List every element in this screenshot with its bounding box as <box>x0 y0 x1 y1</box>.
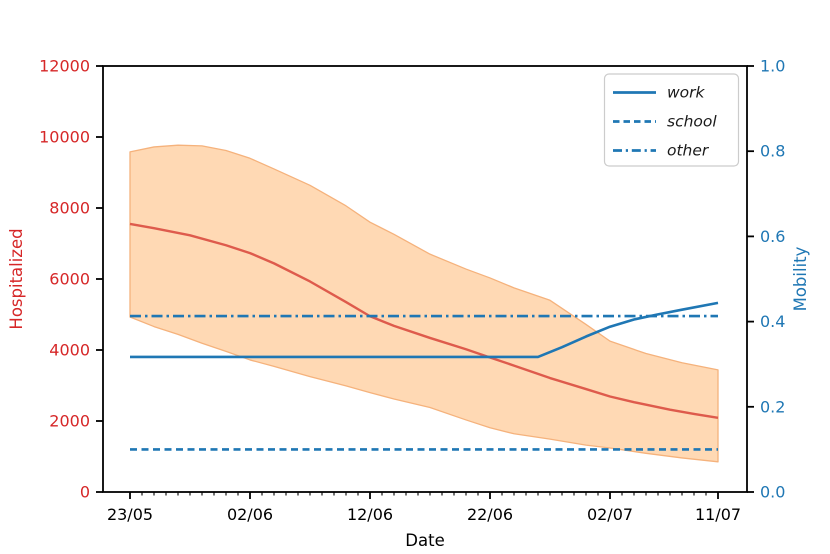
x-tick-label: 12/06 <box>347 505 393 524</box>
y-tick-label-right: 0.4 <box>760 312 785 331</box>
x-tick-label: 11/07 <box>695 505 741 524</box>
y-tick-label-left: 10000 <box>39 128 90 147</box>
series-hospitalized_mean-line <box>129 222 719 419</box>
y-tick-label-right: 0.6 <box>760 227 785 246</box>
confidence-band <box>129 144 719 463</box>
x-tick-label: 23/05 <box>107 505 153 524</box>
legend-box <box>603 73 740 167</box>
y-tick-label-left: 8000 <box>49 199 90 218</box>
legend-label-work: work <box>667 84 706 102</box>
y-axis-right: 0.0 0.2 0.4 0.6 0.8 1.0 <box>747 57 785 502</box>
x-tick-label: 22/06 <box>467 505 513 524</box>
y-tick-label-left: 6000 <box>49 270 90 289</box>
x-axis-label: Date <box>405 531 444 550</box>
legend: work school other <box>603 73 740 167</box>
legend-label-other: other <box>667 142 710 160</box>
y-tick-label-left: 4000 <box>49 341 90 360</box>
y-tick-label-right: 1.0 <box>760 57 785 76</box>
legend-label-school: school <box>667 113 717 131</box>
y-tick-label-right: 0.8 <box>760 142 785 161</box>
x-tick-label: 02/06 <box>227 505 273 524</box>
y-tick-label-left: 0 <box>80 483 90 502</box>
x-tick-label: 02/07 <box>587 505 633 524</box>
y-axis-label-left: Hospitalized <box>7 228 26 329</box>
x-axis: 23/05 02/06 12/06 22/06 02/07 11/07 <box>107 492 741 524</box>
y-axis-label-right: Mobility <box>791 246 810 311</box>
series-work-line <box>130 301 719 359</box>
y-tick-label-right: 0.2 <box>760 397 785 416</box>
y-tick-label-left: 12000 <box>39 57 90 76</box>
y-tick-label-right: 0.0 <box>760 483 785 502</box>
y-tick-label-left: 2000 <box>49 412 90 431</box>
y-axis-left: 0 2000 4000 6000 8000 10000 12000 <box>39 57 103 502</box>
